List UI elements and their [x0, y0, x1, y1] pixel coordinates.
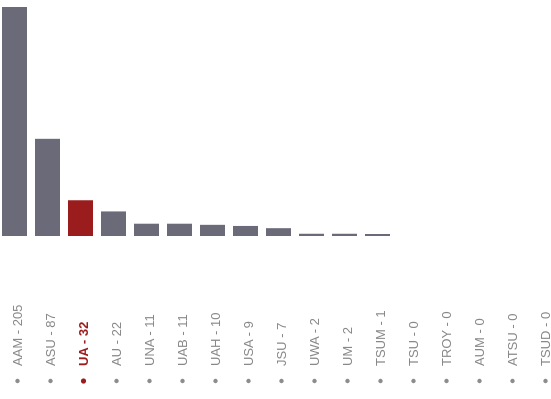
category-dot-asu [48, 378, 53, 384]
category-dot-aam [15, 378, 20, 384]
bar-uwa [299, 233, 324, 236]
bar-um [332, 233, 357, 236]
tick-label-tsum: TSUM - 1 [373, 310, 388, 366]
bar-group [2, 7, 390, 236]
category-dot-uab [180, 378, 185, 384]
tick-label-usa: USA - 9 [241, 321, 256, 366]
tick-label-una: UNA - 11 [142, 314, 157, 366]
category-dot-ua [80, 378, 87, 384]
tick-label-uah: UAH - 10 [208, 313, 223, 366]
bar-usa [233, 225, 258, 236]
tick-label-au: AU - 22 [109, 322, 124, 366]
category-dot-uwa [312, 378, 317, 384]
tick-label-uab: UAB - 11 [175, 314, 190, 366]
bar-uab [167, 223, 192, 236]
category-dot-atsu [510, 378, 515, 384]
tick-label-ua: UA - 32 [76, 322, 91, 366]
tick-label-aam: AAM - 205 [10, 305, 25, 366]
category-dot-usa [246, 378, 251, 384]
category-dot-tsum [378, 378, 383, 384]
tick-label-asu: ASU - 87 [43, 313, 58, 366]
category-dot-jsu [279, 378, 284, 384]
category-dot-troy [444, 378, 449, 384]
tick-label-jsu: JSU - 7 [274, 323, 289, 366]
category-dot-aum [477, 378, 482, 384]
category-dot-um [345, 378, 350, 384]
category-dot-uah [213, 378, 218, 384]
bar-aam [2, 7, 27, 236]
bar-jsu [266, 228, 291, 236]
bar-ua [68, 200, 93, 236]
tick-label-tsu: TSU - 0 [406, 321, 421, 366]
bar-una [134, 223, 159, 236]
bar-au [101, 211, 126, 236]
category-dot-una [147, 378, 152, 384]
bar-uah [200, 224, 225, 236]
category-dot-group [15, 378, 548, 384]
tick-label-troy: TROY - 0 [439, 311, 454, 366]
tick-label-uwa: UWA - 2 [307, 318, 322, 366]
category-dot-au [114, 378, 119, 384]
tick-label-atsu: ATSU - 0 [505, 314, 520, 367]
tick-label-um: UM - 2 [340, 327, 355, 366]
category-dot-tsu [411, 378, 416, 384]
bar-tsum [365, 234, 390, 236]
tick-label-group: AAM - 205 ASU - 87 UA - 32 AU - 22 UNA - 11 U… [10, 305, 551, 366]
bar-asu [35, 138, 60, 236]
tick-label-aum: AUM - 0 [472, 318, 487, 366]
tick-label-tsud: TSUD - 0 [538, 312, 551, 366]
category-dot-tsud [543, 378, 548, 384]
